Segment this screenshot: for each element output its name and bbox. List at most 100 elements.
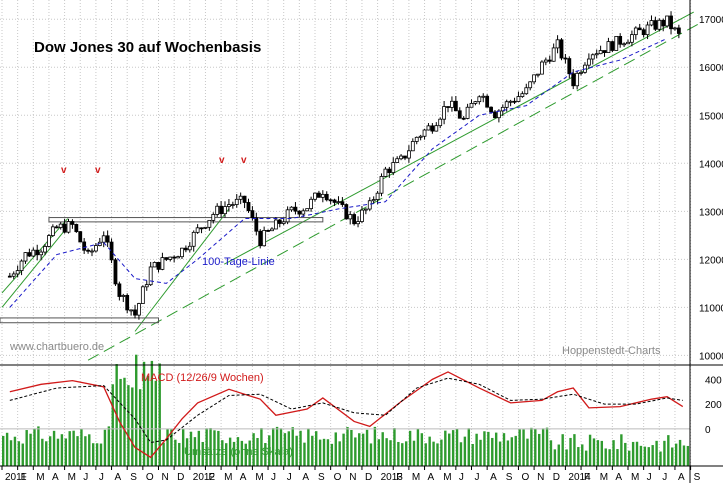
- volume-bar: [72, 430, 75, 466]
- price-tick-label: 15000: [699, 111, 723, 122]
- volume-bar: [299, 430, 302, 466]
- volume-bar: [346, 427, 349, 466]
- candle-body: [461, 117, 466, 120]
- x-tick-label: S: [506, 472, 513, 483]
- candle-body: [78, 231, 83, 243]
- x-tick-label: A: [115, 472, 122, 483]
- x-tick-label: M: [631, 472, 639, 483]
- sma-100-path: [9, 37, 668, 308]
- candle-body: [137, 303, 141, 316]
- candle-body: [504, 101, 509, 108]
- candle-body: [371, 199, 376, 202]
- candle-body: [50, 226, 55, 236]
- volume-bar: [123, 377, 126, 466]
- candle-body: [524, 87, 529, 95]
- candle-body: [414, 136, 419, 142]
- volume-bar: [651, 445, 654, 466]
- volume-bar: [663, 440, 666, 466]
- volume-bar: [408, 430, 412, 466]
- volume-bar: [612, 440, 615, 466]
- candle-body: [301, 210, 306, 215]
- candle-body: [11, 273, 16, 277]
- candle-body: [31, 249, 36, 257]
- candle-body: [637, 27, 642, 31]
- volume-bar: [381, 432, 384, 466]
- candle-body: [160, 257, 165, 270]
- volume-bar: [326, 439, 330, 466]
- candle-body: [500, 106, 505, 112]
- candle-body: [238, 195, 243, 200]
- candle-body: [430, 125, 435, 132]
- candle-body: [434, 125, 439, 132]
- volume-bar: [111, 384, 114, 466]
- volume-bar: [577, 447, 580, 466]
- candle-body: [676, 27, 681, 34]
- macd-lines: [0, 371, 690, 459]
- candle-body: [528, 81, 533, 89]
- volume-bar: [428, 436, 431, 466]
- volume-bar: [2, 435, 5, 466]
- x-tick-label: F: [396, 472, 402, 483]
- x-tick-label: F: [584, 472, 590, 483]
- volume-bar: [448, 433, 451, 466]
- volume-bar: [369, 443, 373, 466]
- x-tick-label: M: [36, 472, 44, 483]
- candle-body: [35, 249, 40, 256]
- candle-body: [7, 275, 12, 278]
- volume-bar: [467, 428, 470, 466]
- volume-bar: [189, 431, 193, 466]
- candle-body: [360, 209, 364, 222]
- volume-bar: [682, 445, 686, 466]
- candle-body: [520, 93, 525, 97]
- candle-body: [477, 96, 482, 103]
- volume-bar: [541, 428, 545, 466]
- volume-bar: [205, 428, 208, 466]
- candle-body: [653, 20, 658, 30]
- volume-bar: [361, 433, 365, 466]
- candle-body: [406, 150, 411, 159]
- volume-bar: [158, 363, 161, 466]
- volume-bar: [671, 447, 674, 466]
- candle-body: [602, 50, 607, 53]
- candle-body: [563, 57, 568, 60]
- volume-bar: [232, 441, 236, 466]
- volume-bar: [56, 438, 60, 466]
- candle-body: [133, 309, 137, 316]
- volume-bar: [275, 426, 279, 466]
- candle-body: [215, 205, 220, 215]
- volume-bar: [279, 428, 283, 466]
- volume-bar: [596, 440, 600, 466]
- volume-bar: [686, 445, 690, 466]
- volume-bar: [647, 447, 650, 466]
- candle-body: [633, 27, 638, 36]
- volume-bar: [573, 434, 576, 466]
- candle-body: [379, 176, 384, 194]
- candle-body: [70, 221, 75, 225]
- candle-body: [43, 246, 47, 253]
- volume-bar: [420, 433, 424, 466]
- volume-bar: [154, 380, 157, 466]
- price-tick-label: 12000: [699, 255, 723, 266]
- candle-body: [618, 35, 623, 45]
- candle-body: [586, 58, 591, 66]
- x-tick-label: J: [647, 472, 652, 483]
- volume-bar: [588, 434, 592, 466]
- volume-bar: [260, 428, 263, 466]
- volume-bar: [9, 440, 13, 466]
- candle-body: [313, 192, 317, 200]
- volume-bar: [514, 435, 517, 466]
- macd-tick-label: 200: [705, 400, 722, 411]
- candle-body: [489, 106, 493, 113]
- candle-body: [293, 206, 298, 212]
- x-tick-label: A: [302, 472, 309, 483]
- support-box: [0, 317, 159, 324]
- candle-body: [317, 192, 321, 198]
- volume-bar: [557, 444, 560, 466]
- volume-bar: [248, 440, 251, 466]
- volume-bar: [25, 430, 28, 466]
- candle-body: [481, 95, 486, 98]
- candle-body: [391, 162, 396, 173]
- volume-bar: [412, 440, 416, 466]
- candle-body: [665, 15, 670, 27]
